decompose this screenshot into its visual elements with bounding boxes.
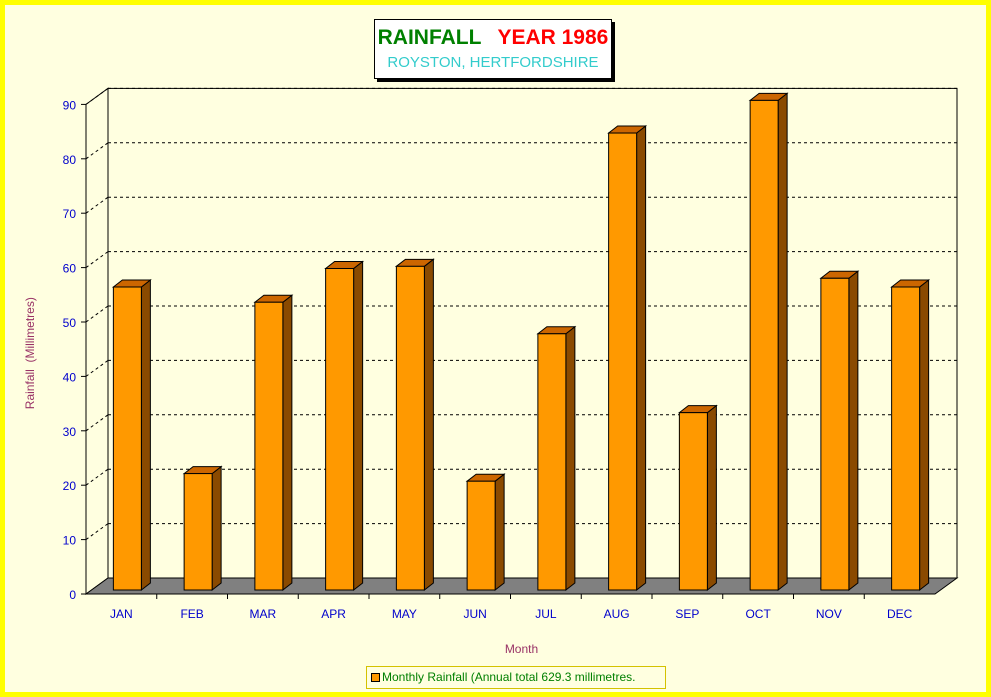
y-tick-label: 0: [69, 588, 76, 602]
bar: [749, 99, 779, 591]
gridline-left: [85, 414, 109, 432]
x-tick-label: JAN: [110, 607, 133, 621]
bar-side: [848, 270, 859, 592]
bar-side: [565, 325, 576, 592]
bar-side: [423, 258, 434, 592]
gridline-left: [85, 87, 109, 105]
x-tick-label: FEB: [180, 607, 203, 621]
y-tick-label: 90: [63, 98, 77, 112]
bar-side: [919, 278, 930, 592]
x-tick-label: AUG: [604, 607, 630, 621]
x-tick-label: SEP: [675, 607, 699, 621]
gridline-left: [85, 359, 109, 377]
x-tick-label: NOV: [816, 607, 842, 621]
bar: [537, 333, 567, 591]
bar-side: [494, 473, 505, 592]
title-line: RAINFALL YEAR 1986: [375, 26, 611, 50]
x-tick-label: APR: [321, 607, 346, 621]
bar-side: [282, 294, 293, 592]
title-box: RAINFALL YEAR 1986 ROYSTON, HERTFORDSHIRE: [374, 19, 612, 79]
x-tick-label: MAR: [250, 607, 277, 621]
bar: [608, 132, 638, 591]
y-tick-label: 80: [63, 153, 77, 167]
gridline-left: [85, 196, 109, 214]
bar-side: [140, 278, 151, 592]
y-axis-title: Rainfall (Millimetres): [23, 297, 37, 409]
legend: Monthly Rainfall (Annual total 629.3 mil…: [366, 666, 666, 689]
y-tick-label: 40: [63, 370, 77, 384]
x-tick-label: JUL: [535, 607, 557, 621]
y-tick-label: 50: [63, 316, 77, 330]
legend-swatch: [371, 673, 380, 683]
bar: [820, 277, 850, 591]
gridline-left: [85, 142, 109, 160]
legend-label: Monthly Rainfall (Annual total 629.3 mil…: [382, 670, 636, 684]
y-tick-label: 20: [63, 479, 77, 493]
bar-side: [211, 465, 222, 592]
bar-side: [636, 125, 647, 592]
bar: [254, 301, 284, 591]
bar: [183, 473, 213, 591]
gridline-left: [85, 305, 109, 323]
x-tick-label: DEC: [887, 607, 913, 621]
y-tick-label: 60: [63, 262, 77, 276]
x-tick-label: MAY: [392, 607, 417, 621]
left-wall: [85, 87, 109, 595]
bar-side: [706, 404, 717, 592]
bar: [395, 265, 425, 591]
bar-side: [353, 260, 364, 592]
y-tick-label: 70: [63, 207, 77, 221]
bar: [891, 286, 921, 591]
chart-title: RAINFALL: [377, 26, 482, 49]
x-tick-label: OCT: [745, 607, 771, 621]
x-axis-title: Month: [505, 642, 538, 656]
bar: [466, 480, 496, 591]
x-tick-label: JUN: [463, 607, 486, 621]
gridline-left: [85, 523, 109, 541]
chart-subtitle: ROYSTON, HERTFORDSHIRE: [387, 54, 599, 71]
y-tick-label: 30: [63, 425, 77, 439]
gridline-left: [85, 251, 109, 269]
bar-side: [777, 92, 788, 592]
bar: [325, 267, 355, 591]
bar: [112, 286, 142, 591]
y-tick-label: 10: [63, 534, 77, 548]
chart-title-year: YEAR 1986: [497, 26, 609, 49]
bar: [678, 412, 708, 591]
gridline-left: [85, 468, 109, 486]
